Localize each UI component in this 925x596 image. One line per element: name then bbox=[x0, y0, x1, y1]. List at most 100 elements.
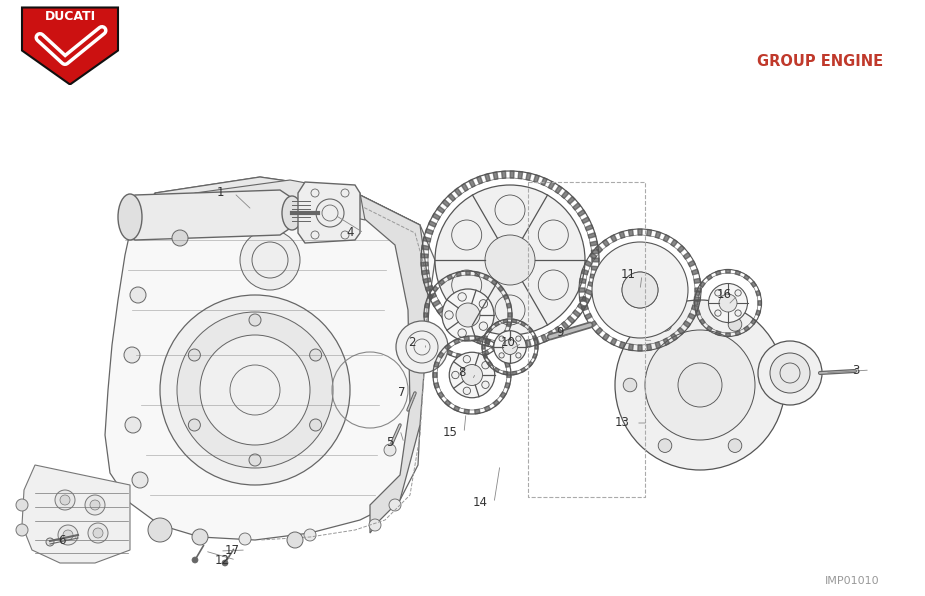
Circle shape bbox=[482, 381, 489, 389]
Polygon shape bbox=[751, 319, 757, 325]
Circle shape bbox=[516, 353, 521, 358]
Polygon shape bbox=[501, 342, 506, 349]
Polygon shape bbox=[422, 245, 429, 250]
Circle shape bbox=[304, 529, 316, 541]
Polygon shape bbox=[655, 342, 660, 349]
Polygon shape bbox=[483, 353, 487, 359]
Polygon shape bbox=[535, 345, 538, 349]
Circle shape bbox=[482, 362, 489, 369]
Circle shape bbox=[456, 303, 480, 327]
Text: 4: 4 bbox=[346, 226, 353, 240]
Polygon shape bbox=[694, 297, 700, 302]
Polygon shape bbox=[462, 184, 468, 191]
Polygon shape bbox=[602, 333, 610, 340]
Polygon shape bbox=[582, 297, 589, 303]
Polygon shape bbox=[588, 232, 596, 238]
Circle shape bbox=[55, 490, 75, 510]
Text: 17: 17 bbox=[225, 544, 240, 557]
Polygon shape bbox=[487, 327, 492, 333]
Polygon shape bbox=[448, 194, 455, 201]
Polygon shape bbox=[692, 305, 698, 311]
Polygon shape bbox=[483, 336, 487, 340]
Polygon shape bbox=[549, 181, 555, 189]
Polygon shape bbox=[427, 331, 433, 336]
Polygon shape bbox=[350, 190, 430, 533]
Circle shape bbox=[516, 336, 521, 342]
Polygon shape bbox=[647, 229, 652, 236]
Polygon shape bbox=[663, 338, 670, 345]
Circle shape bbox=[396, 321, 448, 373]
Polygon shape bbox=[442, 313, 450, 321]
Polygon shape bbox=[505, 383, 510, 389]
Text: IMP01010: IMP01010 bbox=[825, 576, 880, 586]
Polygon shape bbox=[453, 406, 460, 411]
Polygon shape bbox=[498, 339, 504, 344]
Polygon shape bbox=[555, 327, 562, 334]
Polygon shape bbox=[744, 275, 749, 280]
Circle shape bbox=[249, 454, 261, 466]
Polygon shape bbox=[638, 229, 642, 235]
Circle shape bbox=[499, 336, 504, 342]
Polygon shape bbox=[707, 275, 712, 280]
Circle shape bbox=[85, 495, 105, 515]
Text: DUCATI: DUCATI bbox=[44, 10, 95, 23]
Circle shape bbox=[735, 310, 741, 316]
Circle shape bbox=[451, 220, 482, 250]
Polygon shape bbox=[469, 179, 475, 187]
Polygon shape bbox=[434, 362, 439, 367]
Circle shape bbox=[659, 318, 672, 331]
Ellipse shape bbox=[118, 194, 142, 240]
Circle shape bbox=[659, 439, 672, 452]
Ellipse shape bbox=[282, 196, 302, 230]
Polygon shape bbox=[573, 203, 581, 210]
Polygon shape bbox=[610, 235, 617, 242]
Text: 13: 13 bbox=[614, 417, 629, 430]
Circle shape bbox=[310, 349, 322, 361]
Circle shape bbox=[463, 387, 471, 395]
Polygon shape bbox=[507, 322, 512, 327]
Polygon shape bbox=[484, 350, 489, 356]
Circle shape bbox=[46, 538, 54, 546]
Polygon shape bbox=[555, 186, 562, 194]
Polygon shape bbox=[503, 371, 508, 375]
Text: 9: 9 bbox=[556, 327, 563, 340]
Circle shape bbox=[678, 363, 722, 407]
Polygon shape bbox=[442, 200, 450, 207]
Polygon shape bbox=[512, 371, 517, 375]
Circle shape bbox=[222, 560, 228, 566]
Polygon shape bbox=[428, 293, 437, 299]
Polygon shape bbox=[549, 331, 555, 339]
Polygon shape bbox=[715, 271, 721, 275]
Circle shape bbox=[124, 347, 140, 363]
Circle shape bbox=[645, 330, 755, 440]
Polygon shape bbox=[456, 272, 461, 277]
Polygon shape bbox=[591, 250, 598, 254]
Polygon shape bbox=[22, 8, 118, 85]
Circle shape bbox=[130, 287, 146, 303]
Circle shape bbox=[728, 439, 742, 452]
Polygon shape bbox=[438, 345, 445, 350]
Polygon shape bbox=[694, 278, 700, 283]
Polygon shape bbox=[503, 319, 508, 323]
Polygon shape bbox=[592, 258, 599, 262]
Polygon shape bbox=[438, 392, 444, 398]
Polygon shape bbox=[579, 297, 586, 302]
Circle shape bbox=[479, 300, 487, 308]
Polygon shape bbox=[561, 191, 569, 198]
Circle shape bbox=[763, 378, 777, 392]
Polygon shape bbox=[493, 400, 500, 406]
Polygon shape bbox=[484, 274, 489, 280]
Text: 11: 11 bbox=[621, 269, 635, 281]
Polygon shape bbox=[725, 269, 731, 273]
Polygon shape bbox=[647, 344, 652, 350]
Polygon shape bbox=[725, 333, 731, 336]
Text: 7: 7 bbox=[399, 386, 406, 399]
Polygon shape bbox=[464, 409, 469, 414]
Polygon shape bbox=[756, 311, 760, 315]
Circle shape bbox=[499, 353, 504, 358]
Polygon shape bbox=[155, 177, 420, 225]
Circle shape bbox=[450, 352, 495, 398]
Circle shape bbox=[369, 519, 381, 531]
Circle shape bbox=[623, 378, 636, 392]
Circle shape bbox=[709, 284, 747, 322]
